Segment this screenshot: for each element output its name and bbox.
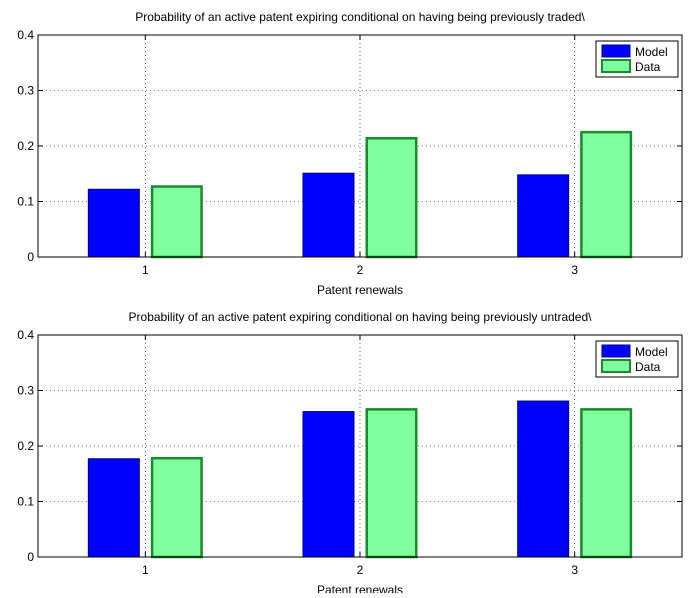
bar-data-3 — [580, 130, 633, 259]
bar-data-2 — [365, 408, 418, 559]
bar-model-2 — [302, 411, 355, 558]
x-tick-label: 2 — [357, 263, 364, 277]
chart-title: Probability of an active patent expiring… — [129, 310, 593, 324]
legend-label-data: Data — [635, 60, 661, 74]
y-tick-label: 0.1 — [17, 495, 34, 509]
legend-swatch-model — [601, 44, 631, 58]
bar-model-1 — [87, 458, 140, 558]
x-tick-label: 3 — [571, 563, 578, 577]
bar-data-3 — [580, 408, 633, 559]
bar-data-1 — [150, 456, 203, 559]
x-tick-label: 1 — [142, 563, 149, 577]
y-tick-label: 0.1 — [17, 195, 34, 209]
y-tick-label: 0.4 — [17, 28, 34, 42]
bar-model-3 — [517, 174, 570, 258]
y-tick-label: 0.2 — [17, 439, 34, 453]
legend-label-model: Model — [635, 45, 668, 59]
legend-label-model: Model — [635, 345, 668, 359]
y-tick-label: 0.3 — [17, 384, 34, 398]
x-axis-label: Patent renewals — [317, 583, 403, 593]
x-tick-label: 1 — [142, 263, 149, 277]
chart-title: Probability of an active patent expiring… — [135, 10, 585, 24]
legend-swatch-data — [601, 359, 631, 373]
x-tick-label: 2 — [357, 563, 364, 577]
legend-swatch-model — [601, 344, 631, 358]
bar-model-2 — [302, 172, 355, 258]
x-tick-label: 3 — [571, 263, 578, 277]
legend-label-data: Data — [635, 360, 661, 374]
y-tick-label: 0.4 — [17, 328, 34, 342]
bar-data-2 — [365, 136, 418, 259]
legend-swatch-data — [601, 59, 631, 73]
y-tick-label: 0.3 — [17, 84, 34, 98]
bar-model-3 — [517, 400, 570, 558]
bar-model-1 — [87, 188, 140, 258]
y-tick-label: 0 — [27, 550, 34, 564]
y-tick-label: 0 — [27, 250, 34, 264]
y-tick-label: 0.2 — [17, 139, 34, 153]
x-axis-label: Patent renewals — [317, 283, 403, 297]
bar-data-1 — [150, 185, 203, 259]
